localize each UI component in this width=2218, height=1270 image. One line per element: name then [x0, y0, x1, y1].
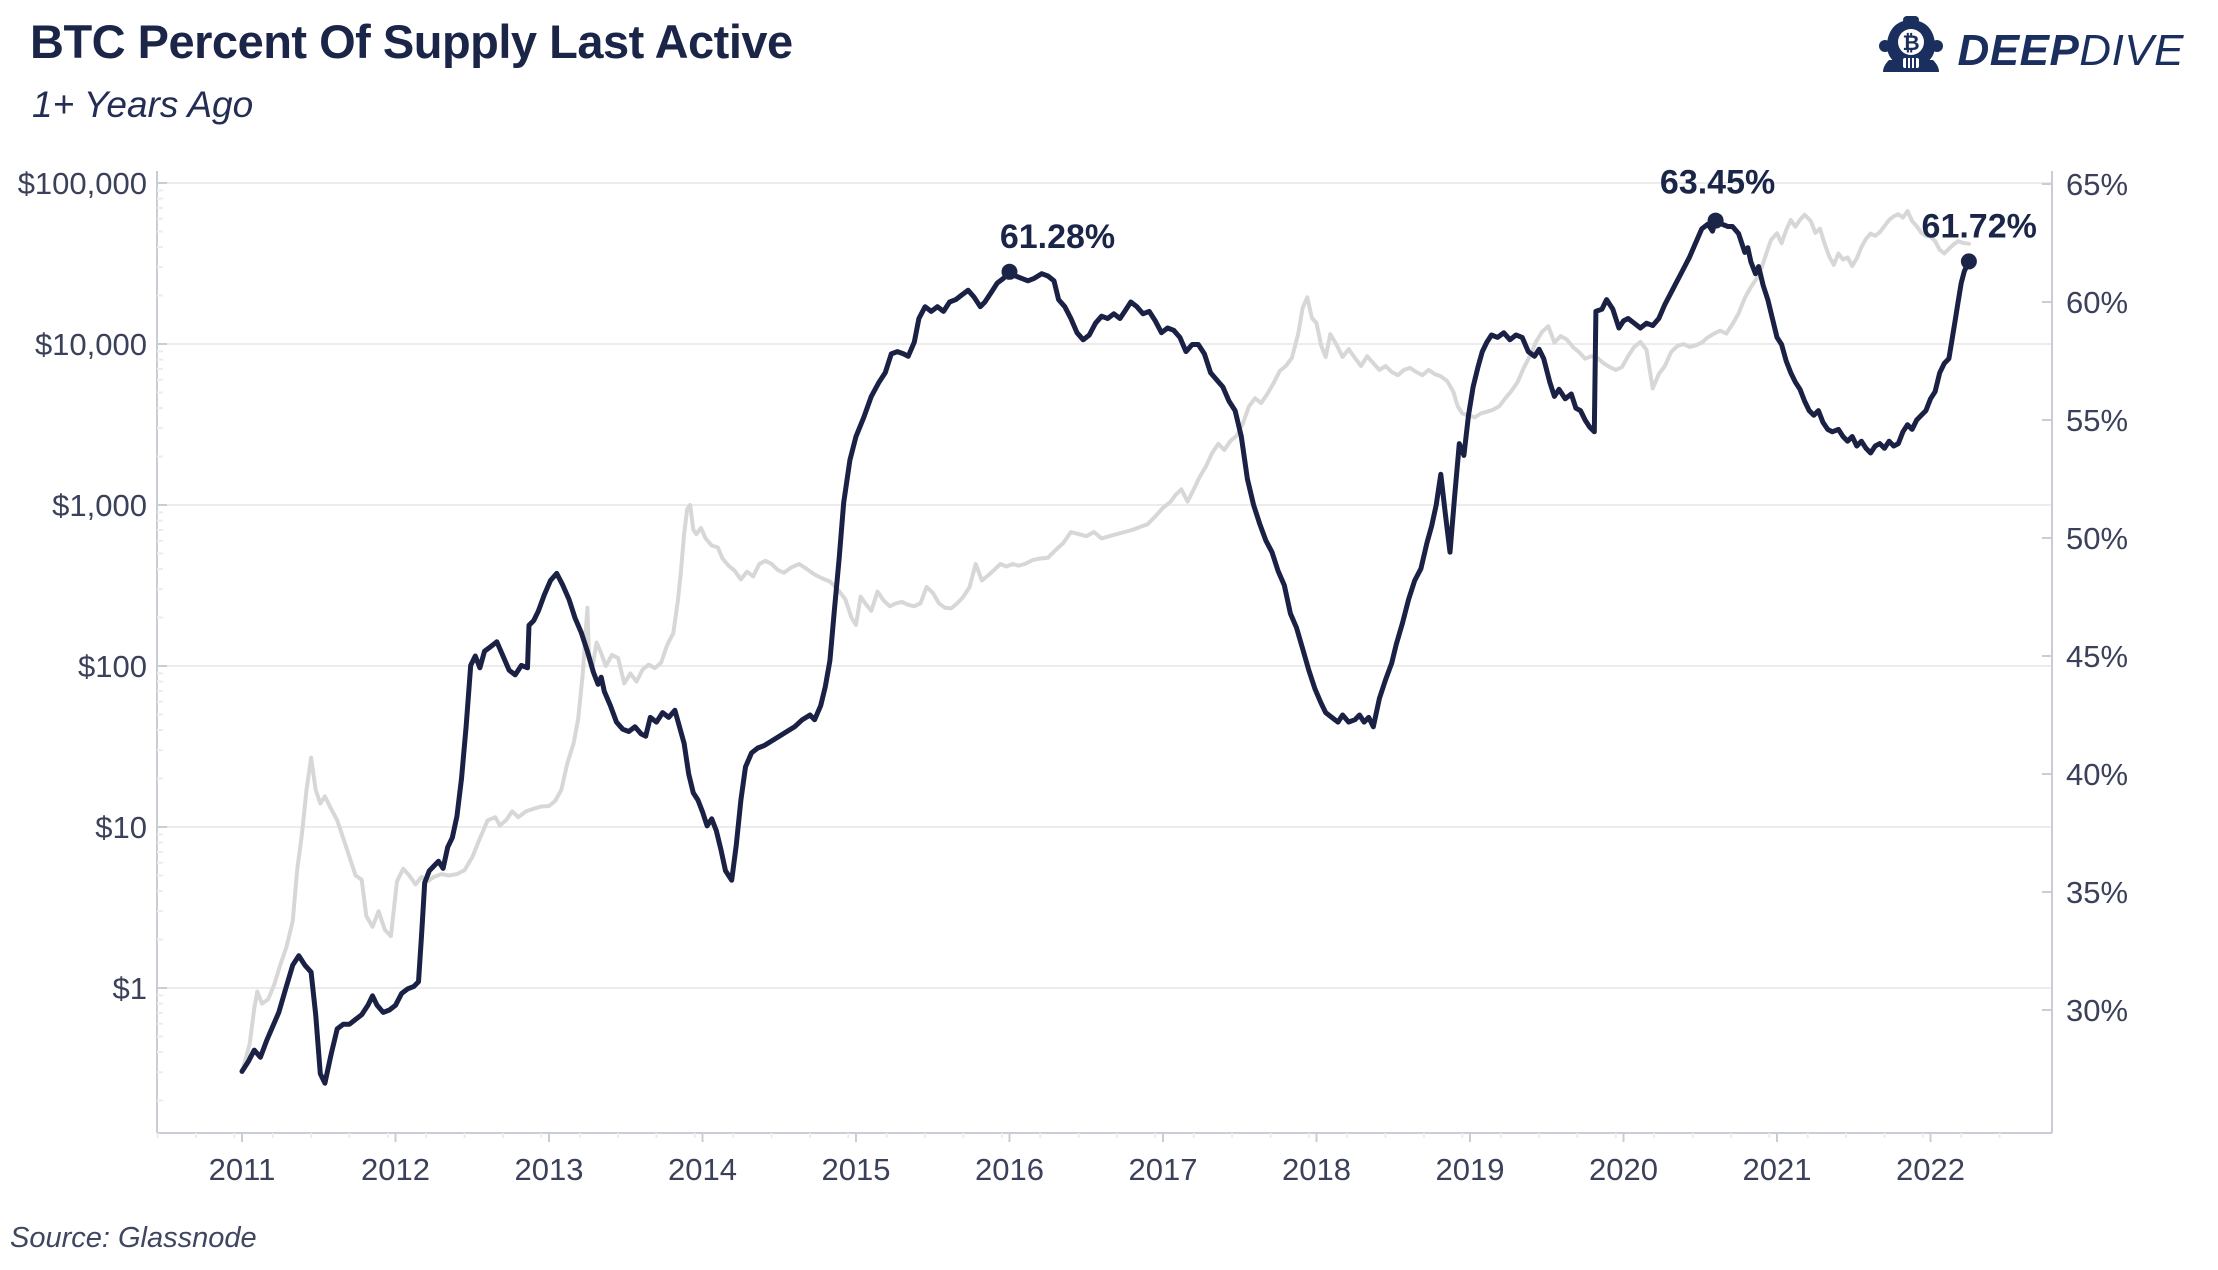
x-axis-year-label: 2014 — [668, 1152, 737, 1187]
x-axis-year-label: 2013 — [515, 1152, 584, 1187]
left-axis-tick-label: $1,000 — [52, 488, 147, 523]
annotation-label: 63.45% — [1660, 164, 1775, 202]
right-axis-tick-label: 50% — [2066, 521, 2128, 556]
x-axis-year-label: 2019 — [1436, 1152, 1505, 1187]
source-credit: Source: Glassnode — [10, 1222, 257, 1254]
right-axis-tick-label: 65% — [2066, 167, 2128, 202]
brand-word-dive: DIVE — [2079, 25, 2184, 75]
x-axis-year-label: 2012 — [361, 1152, 430, 1187]
x-axis-year-label: 2011 — [209, 1152, 276, 1187]
annotation-dot — [1960, 253, 1977, 270]
x-axis-year-label: 2021 — [1743, 1152, 1812, 1187]
x-axis-year-label: 2022 — [1896, 1152, 1965, 1187]
x-axis-year-label: 2018 — [1282, 1152, 1351, 1187]
x-axis-year-label: 2015 — [822, 1152, 891, 1187]
annotation-label: 61.28% — [1000, 218, 1115, 256]
right-axis-tick-label: 45% — [2066, 639, 2128, 674]
left-axis-tick-label: $10 — [95, 810, 147, 845]
right-axis-tick-label: 30% — [2066, 993, 2128, 1028]
brand-word-deep: DEEP — [1957, 25, 2080, 75]
x-axis-year-label: 2020 — [1589, 1152, 1658, 1187]
x-axis-year-label: 2016 — [975, 1152, 1044, 1187]
x-axis-year-label: 2017 — [1129, 1152, 1198, 1187]
annotation-dot — [1001, 263, 1018, 280]
diver-helmet-icon: ₿ — [1879, 16, 1944, 85]
page-title: BTC Percent Of Supply Last Active — [30, 15, 793, 68]
left-axis-tick-label: $1 — [113, 971, 147, 1006]
left-axis-tick-label: $10,000 — [35, 327, 147, 362]
page-subtitle: 1+ Years Ago — [32, 84, 254, 125]
left-axis-tick-label: $100 — [78, 649, 147, 684]
annotation-label: 61.72% — [1922, 207, 2037, 245]
left-axis-tick-label: $100,000 — [18, 166, 147, 201]
brand-logo: ₿ DEEPDIVE — [1879, 16, 2184, 85]
right-axis-tick-label: 55% — [2066, 403, 2128, 438]
btc-glyph: ₿ — [1903, 32, 1920, 55]
btc-price-usd-line — [240, 209, 1971, 1075]
right-axis-tick-label: 60% — [2066, 285, 2128, 320]
percent-supply-last-active-1y-plus-line — [239, 218, 1972, 1086]
right-axis-tick-label: 35% — [2066, 875, 2128, 910]
brand-wordmark: DEEPDIVE — [1957, 26, 2184, 76]
right-axis-tick-label: 40% — [2066, 757, 2128, 792]
annotation-dot — [1707, 212, 1724, 229]
